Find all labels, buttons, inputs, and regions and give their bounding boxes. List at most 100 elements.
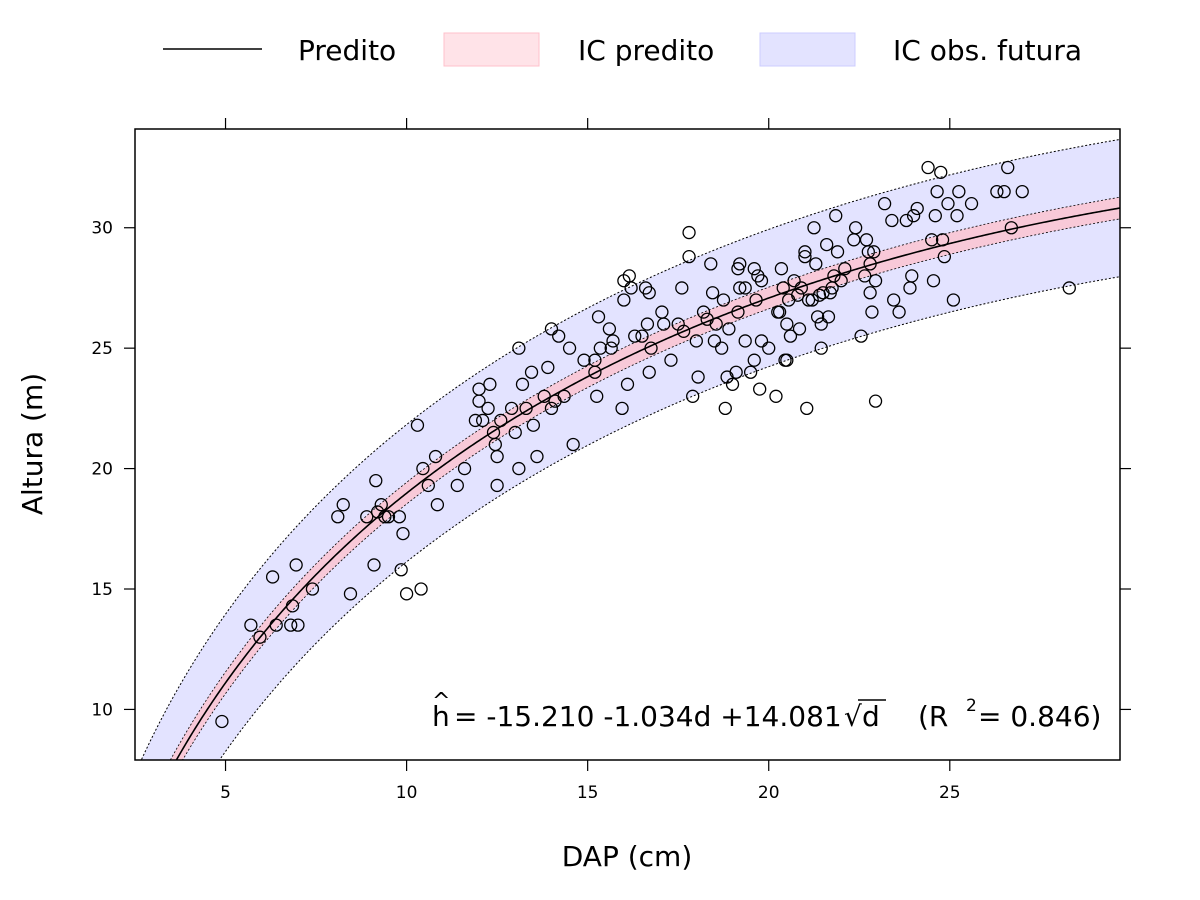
data-point [430, 498, 445, 512]
data-point [552, 329, 566, 343]
data-point [715, 341, 729, 355]
data-point [705, 286, 720, 300]
data-point [537, 389, 551, 403]
data-point [515, 377, 530, 391]
data-point [937, 249, 952, 264]
x-axis-title: DAP (cm) [562, 840, 693, 873]
data-point [289, 558, 303, 572]
data-point [593, 341, 607, 355]
y-axis-title: Altura (m) [16, 373, 49, 515]
confidence-lower-bound-line [182, 218, 1120, 760]
data-point [787, 274, 801, 288]
y-tick-label: 30 [91, 219, 113, 239]
data-point [807, 221, 821, 235]
legend-swatch-ic-obs-futura [759, 32, 856, 67]
y-tick-label: 20 [91, 460, 113, 480]
x-tick-label: 15 [577, 783, 599, 803]
data-point [285, 599, 300, 613]
data-point [512, 461, 526, 476]
data-point [747, 262, 761, 276]
data-point [675, 281, 689, 295]
data-point [776, 281, 790, 295]
data-point [749, 293, 763, 307]
prediction-interval-band [141, 139, 1120, 760]
data-point [657, 317, 671, 331]
data-point [801, 293, 816, 307]
data-point [716, 293, 731, 307]
data-point [416, 461, 430, 476]
data-point [504, 401, 519, 416]
data-point [934, 165, 948, 180]
data-point [1062, 281, 1076, 295]
data-point [284, 618, 298, 632]
data-point [494, 413, 508, 428]
data-point [946, 293, 961, 307]
y-tick-label: 10 [91, 700, 113, 720]
data-point [709, 317, 723, 331]
data-point [738, 334, 752, 348]
data-point [964, 197, 979, 211]
data-point [696, 305, 711, 319]
data-point [997, 184, 1011, 199]
data-point [269, 618, 283, 632]
data-point [753, 382, 767, 396]
data-point [733, 257, 747, 271]
data-point [707, 334, 722, 348]
data-point [541, 360, 555, 375]
data-point [468, 413, 483, 428]
data-point [887, 293, 901, 307]
plot-area [140, 138, 1120, 760]
data-point [798, 245, 812, 259]
data-point [475, 413, 490, 428]
data-point [774, 262, 789, 276]
data-point [369, 473, 383, 488]
y-tick-label: 15 [91, 580, 113, 600]
data-point [800, 401, 814, 416]
data-point [331, 510, 345, 524]
data-point [743, 365, 758, 379]
data-point [854, 329, 868, 343]
data-point [892, 305, 906, 319]
axis-ticks: 5 10 15 20 25 10 15 20 25 30 [91, 118, 1131, 803]
data-point [215, 714, 229, 729]
legend-label-ic-obs-futura: IC obs. futura [893, 34, 1082, 67]
data-point [394, 563, 408, 577]
data-point [305, 582, 320, 596]
data-point [490, 478, 504, 493]
data-point [729, 365, 743, 379]
x-tick-label: 20 [758, 783, 780, 803]
data-point [682, 249, 696, 264]
data-point [838, 262, 852, 276]
data-point [1015, 184, 1029, 199]
data-point [291, 618, 305, 632]
data-point [718, 401, 732, 416]
data-point [925, 233, 939, 247]
data-point [617, 293, 631, 307]
data-point [481, 401, 495, 416]
data-point [410, 418, 425, 432]
data-point [378, 510, 392, 524]
data-point [635, 329, 649, 343]
x-tick-label: 25 [939, 783, 961, 803]
data-point [483, 377, 497, 391]
data-point [457, 461, 472, 476]
data-point [1001, 160, 1015, 175]
legend-label-predito: Predito [298, 34, 396, 67]
data-point [754, 334, 769, 348]
data-point [783, 329, 798, 343]
data-point [809, 257, 823, 271]
data-point [367, 558, 381, 572]
data-point [689, 334, 703, 348]
data-point [868, 394, 883, 408]
data-point [829, 209, 843, 223]
data-point [620, 377, 635, 391]
prediction-lower-bound-line [218, 276, 1120, 760]
data-point [1004, 221, 1019, 235]
data-point [885, 213, 899, 228]
data-point [343, 587, 358, 601]
data-point [370, 505, 385, 519]
data-point [834, 274, 848, 288]
data-point [926, 274, 941, 288]
data-point [265, 570, 280, 584]
data-point [950, 209, 964, 223]
